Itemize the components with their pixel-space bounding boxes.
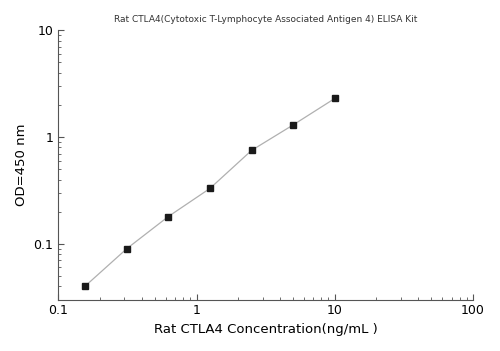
Title: Rat CTLA4(Cytotoxic T-Lymphocyte Associated Antigen 4) ELISA Kit: Rat CTLA4(Cytotoxic T-Lymphocyte Associa… [114,15,418,24]
X-axis label: Rat CTLA4 Concentration(ng/mL ): Rat CTLA4 Concentration(ng/mL ) [154,323,378,336]
Y-axis label: OD=450 nm: OD=450 nm [15,124,28,206]
